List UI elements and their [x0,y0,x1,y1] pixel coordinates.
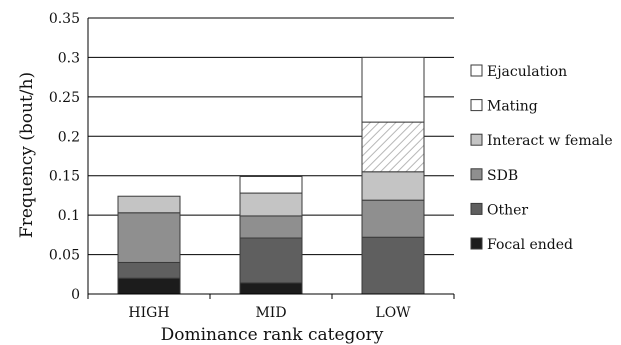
y-tick-label: 0.3 [58,50,80,66]
x-tick-label: HIGH [128,305,169,321]
bar-segment [361,236,425,295]
y-tick-label: 0.2 [58,129,80,145]
bar-segment [361,121,425,173]
legend: Ejaculation Mating Interact w female SDB Oth… [470,64,613,253]
y-tick-labels: 0 0.05 0.1 0.15 0.2 0.25 0.3 0.35 [49,11,80,303]
bar-segment [117,277,181,295]
legend-swatch [470,64,483,77]
y-tick-label: 0 [71,287,80,303]
axes [87,18,455,299]
y-axis-title: Frequency (bout/h) [17,72,37,238]
bar-segment [361,199,425,238]
legend-swatch [470,168,483,181]
legend-swatch [470,99,483,112]
bar-segment [239,176,303,194]
y-tick-label: 0.35 [49,11,80,27]
legend-label: Mating [487,99,538,115]
bar-segment [117,261,181,279]
legend-swatch [470,133,483,146]
legend-label: Focal ended [487,237,573,253]
y-tick-label: 0.1 [58,208,80,224]
x-tick-labels: HIGH MID LOW [128,305,411,321]
bar-segment [239,237,303,284]
legend-label: Interact w female [487,133,613,149]
x-tick-label: LOW [375,305,411,321]
y-tick-label: 0.25 [49,90,80,106]
bar-segment [361,56,425,123]
y-tick-label: 0.05 [49,248,80,264]
legend-label: Other [487,202,528,218]
bars [117,56,425,295]
y-tick-label: 0.15 [49,169,80,185]
legend-swatch [470,237,483,250]
bar-segment [239,282,303,295]
bar-segment [117,212,181,263]
bar-segment [239,192,303,217]
legend-swatch [470,202,483,215]
bar-segment [361,171,425,201]
legend-label: SDB [487,168,518,184]
bar-segment [117,195,181,214]
x-axis-title: Dominance rank category [161,325,384,345]
legend-label: Ejaculation [487,64,567,80]
x-tick-label: MID [255,305,286,321]
bar-segment [239,215,303,239]
